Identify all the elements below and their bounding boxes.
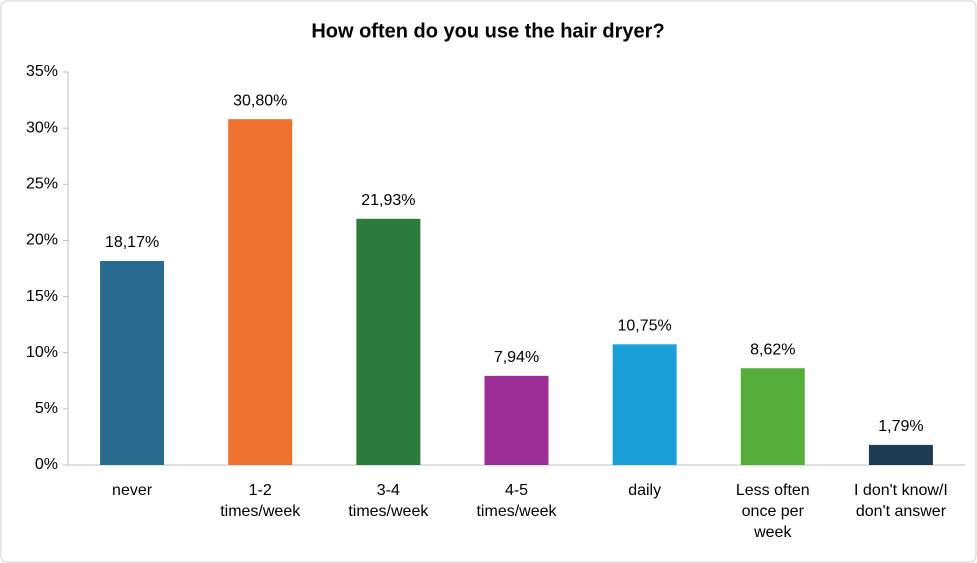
bar [356,218,421,465]
value-label: 10,75% [618,318,672,335]
value-label: 1,79% [878,418,923,435]
chart-title: How often do you use the hair dryer? [311,20,664,42]
x-tick-label: daily [628,482,662,499]
x-tick-label: 3-4 times/week [348,482,429,520]
y-tick-label: 25% [26,176,58,193]
x-tick-label: never [112,482,153,499]
value-label: 18,17% [105,234,159,251]
value-label: 7,94% [494,349,539,366]
value-label: 8,62% [750,341,795,358]
y-tick-label: 15% [26,288,58,305]
value-label: 30,80% [233,92,287,109]
y-tick-label: 35% [26,63,58,80]
y-tick-label: 0% [35,456,58,473]
y-tick-label: 20% [26,232,58,249]
bar [228,119,293,465]
bar [484,375,549,465]
bar [868,444,933,465]
bar [612,344,677,465]
x-tick-label: 1-2 times/week [220,482,301,520]
bar [740,368,805,465]
y-tick-label: 10% [26,344,58,361]
x-tick-label: 4-5 times/week [476,482,557,520]
value-label: 21,93% [361,192,415,209]
y-tick-label: 5% [35,400,58,417]
x-tick-label: I don't know/I don't answer [854,482,948,520]
y-tick-label: 30% [26,119,58,136]
x-tick-label: Less often once per week [735,482,810,541]
bar [100,260,165,465]
